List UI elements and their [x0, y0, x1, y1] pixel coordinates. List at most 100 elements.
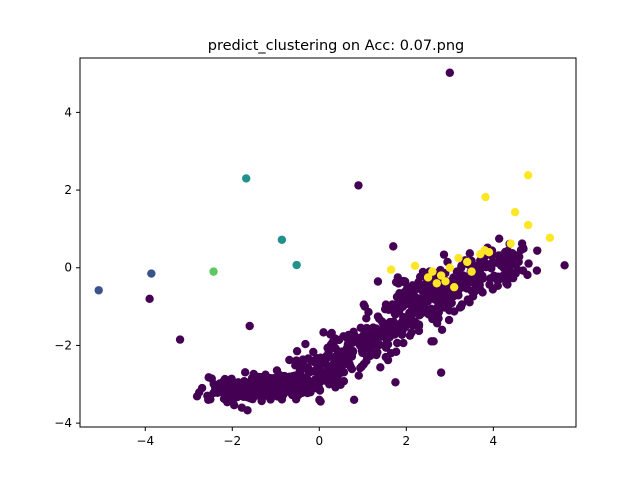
data-point-cluster-0 — [503, 280, 512, 289]
data-point-cluster-0 — [472, 275, 482, 285]
data-point-cluster-0 — [357, 362, 366, 371]
data-point-cluster-0 — [405, 308, 414, 318]
data-point-cluster-4 — [463, 257, 472, 267]
data-point-cluster-0 — [439, 250, 449, 259]
data-point-cluster-0 — [288, 390, 297, 400]
data-point-cluster-0 — [304, 367, 314, 377]
x-tick-label: −4 — [136, 434, 154, 448]
data-point-cluster-0 — [361, 324, 370, 333]
data-point-cluster-0 — [243, 406, 252, 415]
data-point-cluster-0 — [465, 249, 475, 258]
data-point-cluster-4 — [441, 277, 450, 286]
data-point-cluster-0 — [330, 370, 339, 380]
data-point-cluster-1 — [147, 269, 156, 278]
data-point-cluster-0 — [339, 368, 349, 377]
data-point-cluster-0 — [452, 274, 461, 283]
data-point-cluster-0 — [424, 289, 433, 298]
data-point-cluster-0 — [485, 280, 494, 289]
data-point-cluster-0 — [532, 266, 542, 275]
data-point-cluster-0 — [331, 383, 340, 392]
data-point-cluster-0 — [343, 334, 353, 343]
data-point-cluster-0 — [426, 304, 436, 313]
y-tick-label: 0 — [64, 261, 72, 275]
data-point-cluster-0 — [385, 332, 394, 342]
data-point-cluster-0 — [285, 355, 294, 365]
data-point-cluster-0 — [272, 366, 282, 375]
data-point-cluster-0 — [398, 318, 407, 327]
data-point-cluster-0 — [354, 181, 363, 190]
data-point-cluster-4 — [481, 192, 490, 202]
data-point-cluster-0 — [263, 386, 272, 396]
data-point-cluster-0 — [145, 294, 154, 304]
data-point-cluster-0 — [309, 347, 318, 357]
data-point-cluster-0 — [354, 371, 363, 380]
data-point-cluster-4 — [506, 239, 515, 248]
data-point-cluster-0 — [317, 373, 326, 383]
data-point-cluster-0 — [285, 372, 294, 381]
data-point-cluster-4 — [436, 271, 446, 280]
data-point-cluster-0 — [455, 303, 465, 312]
data-point-cluster-0 — [296, 366, 306, 375]
data-point-cluster-2 — [277, 235, 287, 244]
data-point-cluster-0 — [405, 331, 415, 340]
data-point-cluster-0 — [481, 259, 490, 268]
data-point-cluster-0 — [393, 273, 403, 282]
data-point-cluster-0 — [337, 347, 347, 356]
data-point-cluster-0 — [445, 288, 454, 298]
data-point-cluster-0 — [226, 379, 235, 388]
data-point-cluster-2 — [292, 260, 301, 270]
data-point-cluster-0 — [393, 338, 402, 348]
data-point-cluster-2 — [242, 174, 251, 183]
data-point-cluster-0 — [306, 388, 315, 397]
data-point-cluster-0 — [314, 355, 323, 364]
data-point-cluster-0 — [524, 259, 533, 268]
data-point-cluster-0 — [494, 234, 504, 243]
data-point-cluster-0 — [234, 378, 243, 387]
data-point-cluster-0 — [441, 302, 450, 311]
data-point-cluster-0 — [533, 246, 542, 255]
data-point-cluster-4 — [523, 220, 533, 230]
data-point-cluster-0 — [245, 321, 254, 331]
data-point-cluster-4 — [476, 249, 485, 259]
data-point-cluster-0 — [411, 298, 420, 308]
data-point-cluster-0 — [327, 328, 336, 338]
data-point-cluster-4 — [454, 253, 463, 263]
data-point-cluster-0 — [436, 368, 446, 377]
data-point-cluster-0 — [377, 332, 387, 341]
data-point-cluster-0 — [246, 392, 255, 402]
data-point-cluster-0 — [518, 243, 528, 252]
data-point-cluster-0 — [362, 331, 371, 340]
data-point-cluster-4 — [386, 265, 396, 274]
data-point-cluster-0 — [412, 284, 421, 293]
chart-title: predict_clustering on Acc: 0.07.png — [208, 38, 465, 54]
data-point-cluster-0 — [503, 262, 513, 271]
data-point-cluster-0 — [235, 389, 244, 399]
data-point-cluster-0 — [175, 335, 185, 344]
data-point-cluster-0 — [332, 335, 341, 345]
data-point-cluster-0 — [523, 270, 532, 280]
data-point-cluster-0 — [261, 377, 270, 386]
data-point-cluster-4 — [467, 267, 476, 276]
points-layer — [94, 68, 569, 415]
data-point-cluster-0 — [418, 308, 427, 317]
data-point-cluster-0 — [343, 347, 353, 356]
data-point-cluster-0 — [204, 395, 213, 404]
data-point-cluster-0 — [456, 263, 466, 273]
x-tick-label: −2 — [223, 434, 241, 448]
data-point-cluster-0 — [437, 325, 447, 335]
x-axis-ticks: −4 −2 0 2 4 — [136, 427, 497, 448]
data-point-cluster-0 — [401, 286, 411, 295]
data-point-cluster-0 — [438, 292, 448, 301]
data-point-cluster-0 — [357, 338, 366, 348]
data-point-cluster-0 — [506, 249, 515, 258]
data-point-cluster-0 — [383, 355, 393, 365]
data-point-cluster-0 — [444, 315, 454, 325]
data-point-cluster-0 — [370, 340, 380, 350]
data-point-cluster-0 — [496, 251, 505, 260]
data-point-cluster-4 — [449, 282, 459, 292]
data-point-cluster-4 — [545, 233, 555, 243]
data-point-cluster-0 — [450, 307, 459, 316]
data-point-cluster-4 — [428, 267, 437, 276]
data-point-cluster-0 — [294, 380, 303, 389]
